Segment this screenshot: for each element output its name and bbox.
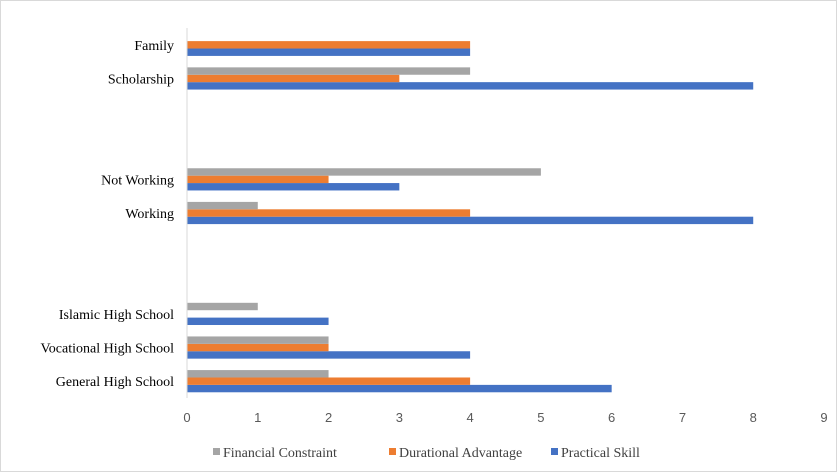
bar-durational-advantage-scholarship <box>187 74 400 83</box>
category-label-general-high-school: General High School <box>56 375 174 390</box>
bar-practical-skill-islamic-high-school <box>187 317 329 326</box>
x-tick-label-3: 3 <box>396 410 403 425</box>
category-labels: General High School Vocational High Schoo… <box>40 39 174 390</box>
category-label-not-working: Not Working <box>101 173 174 188</box>
legend-swatch-financial-constraint <box>213 448 220 455</box>
bar-practical-skill-scholarship <box>187 82 754 90</box>
x-tick-label-0: 0 <box>183 410 190 425</box>
legend-label-practical-skill: Practical Skill <box>561 446 640 461</box>
bar-practical-skill-family <box>187 48 471 56</box>
bar-durational-advantage-general-high-school <box>187 377 471 385</box>
category-label-family: Family <box>134 39 174 54</box>
x-tick-label-9: 9 <box>820 410 827 425</box>
x-tick-label-2: 2 <box>325 410 332 425</box>
bar-durational-advantage-family <box>187 41 471 49</box>
x-tick-label-8: 8 <box>750 410 757 425</box>
category-label-working: Working <box>125 207 174 222</box>
legend-swatch-durational-advantage <box>389 448 396 455</box>
x-tick-label-6: 6 <box>608 410 615 425</box>
bar-financial-constraint-islamic-high-school <box>187 302 258 311</box>
bar-financial-constraint-vocational-high-school <box>187 336 329 344</box>
bar-practical-skill-vocational-high-school <box>187 351 471 359</box>
bar-practical-skill-not-working <box>187 183 400 191</box>
category-label-vocational-high-school: Vocational High School <box>40 342 174 357</box>
x-axis-tick-labels: 0 1 2 3 4 5 6 7 8 9 <box>183 410 827 425</box>
x-tick-label-5: 5 <box>537 410 544 425</box>
x-tick-label-4: 4 <box>466 410 473 425</box>
legend-swatch-practical-skill <box>551 448 558 455</box>
bar-durational-advantage-vocational-high-school <box>187 343 329 352</box>
bar-financial-constraint-not-working <box>187 168 541 176</box>
bar-practical-skill-general-high-school <box>187 384 612 393</box>
category-label-scholarship: Scholarship <box>108 72 174 87</box>
bar-durational-advantage-not-working <box>187 175 329 184</box>
bar-practical-skill-working <box>187 216 754 225</box>
legend: Financial Constraint Durational Advantage… <box>213 446 640 461</box>
category-label-islamic-high-school: Islamic High School <box>59 308 174 323</box>
x-tick-label-1: 1 <box>254 410 261 425</box>
legend-label-financial-constraint: Financial Constraint <box>223 446 337 461</box>
bar-financial-constraint-general-high-school <box>187 370 329 378</box>
x-tick-label-7: 7 <box>679 410 686 425</box>
bars-layer <box>187 41 754 393</box>
bar-financial-constraint-working <box>187 201 258 210</box>
bar-financial-constraint-scholarship <box>187 67 471 75</box>
bar-durational-advantage-working <box>187 209 471 217</box>
legend-label-durational-advantage: Durational Advantage <box>399 446 522 461</box>
